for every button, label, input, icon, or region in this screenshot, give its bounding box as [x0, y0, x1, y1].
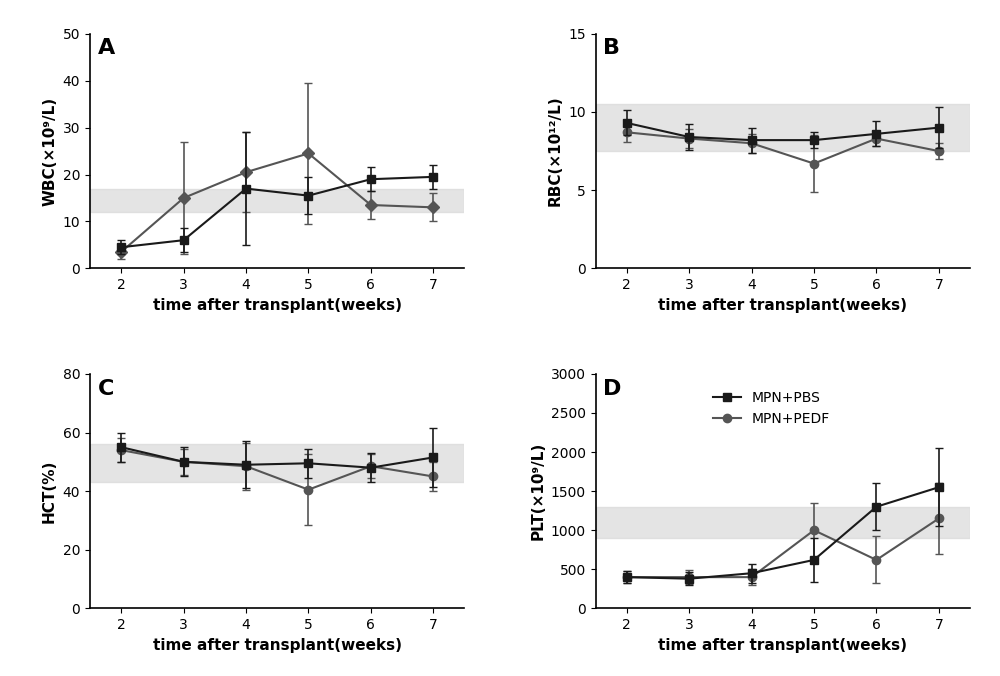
Legend: MPN+PBS, MPN+PEDF: MPN+PBS, MPN+PEDF — [707, 385, 836, 431]
Y-axis label: WBC(×10⁹/L): WBC(×10⁹/L) — [42, 97, 57, 206]
Text: D: D — [603, 379, 621, 399]
Bar — [90, 444, 464, 483]
X-axis label: time after transplant(weeks): time after transplant(weeks) — [153, 637, 402, 652]
Y-axis label: HCT(%): HCT(%) — [42, 460, 57, 523]
X-axis label: time after transplant(weeks): time after transplant(weeks) — [153, 297, 402, 312]
Text: C: C — [97, 379, 114, 399]
Y-axis label: RBC(×10¹²/L): RBC(×10¹²/L) — [548, 96, 563, 206]
Y-axis label: PLT(×10⁹/L): PLT(×10⁹/L) — [530, 442, 545, 540]
X-axis label: time after transplant(weeks): time after transplant(weeks) — [658, 637, 907, 652]
Bar — [90, 189, 464, 212]
Bar — [596, 507, 970, 538]
X-axis label: time after transplant(weeks): time after transplant(weeks) — [658, 297, 907, 312]
Bar — [596, 104, 970, 151]
Text: B: B — [603, 39, 620, 59]
Text: A: A — [97, 39, 115, 59]
